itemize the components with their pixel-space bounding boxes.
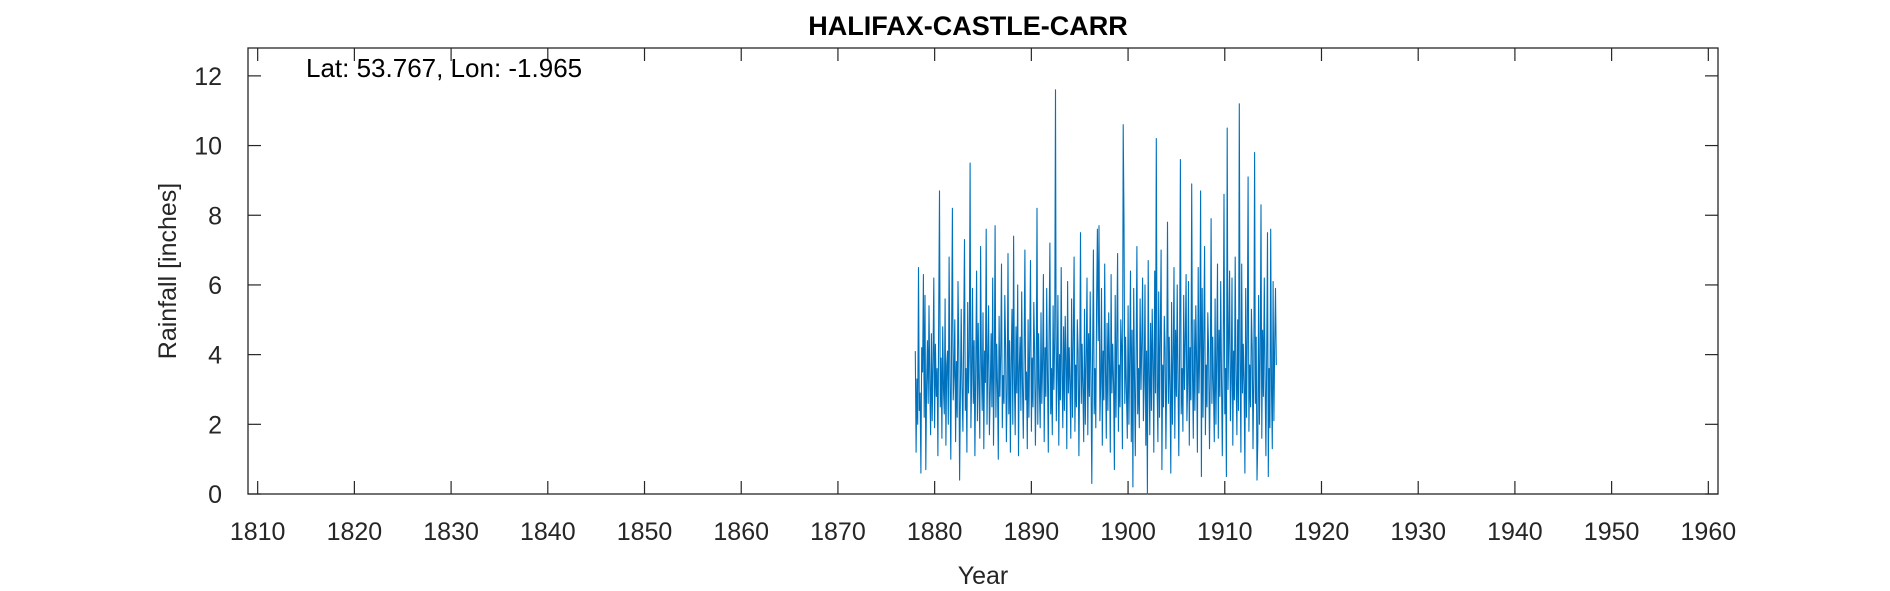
x-tick-label: 1930 (1390, 518, 1446, 546)
x-tick-label: 1820 (327, 518, 383, 546)
x-tick-label: 1880 (907, 518, 963, 546)
x-tick-label: 1850 (617, 518, 673, 546)
x-tick-label: 1920 (1294, 518, 1350, 546)
x-tick-label: 1910 (1197, 518, 1253, 546)
x-tick-label: 1960 (1681, 518, 1737, 546)
x-tick-label: 1830 (423, 518, 479, 546)
x-tick-label: 1890 (1004, 518, 1060, 546)
x-axis: 1810 1820 1830 1840 1850 1860 1870 1880 1890 1900… (230, 48, 1736, 546)
x-tick-label: 1860 (713, 518, 769, 546)
x-tick-label: 1900 (1100, 518, 1156, 546)
plot-area (247, 47, 1719, 495)
y-tick-label: 8 (208, 202, 222, 230)
y-tick-label: 4 (208, 342, 222, 370)
y-tick-label: 2 (208, 411, 222, 439)
x-tick-label: 1870 (810, 518, 866, 546)
y-tick-label: 6 (208, 272, 222, 300)
location-annotation: Lat: 53.767, Lon: -1.965 (306, 53, 582, 83)
y-axis-label: Rainfall [inches] (154, 183, 182, 359)
x-tick-label: 1950 (1584, 518, 1640, 546)
rainfall-series-line (914, 89, 1277, 495)
x-axis-label: Year (958, 562, 1009, 590)
x-tick-label: 1940 (1487, 518, 1543, 546)
chart-title: HALIFAX-CASTLE-CARR (808, 11, 1127, 41)
y-tick-label: 0 (208, 481, 222, 509)
y-tick-label: 12 (194, 63, 222, 91)
x-tick-label: 1840 (520, 518, 576, 546)
x-tick-label: 1810 (230, 518, 286, 546)
y-tick-label: 10 (194, 133, 222, 161)
y-axis: 0 2 4 6 8 10 12 (194, 63, 1718, 509)
